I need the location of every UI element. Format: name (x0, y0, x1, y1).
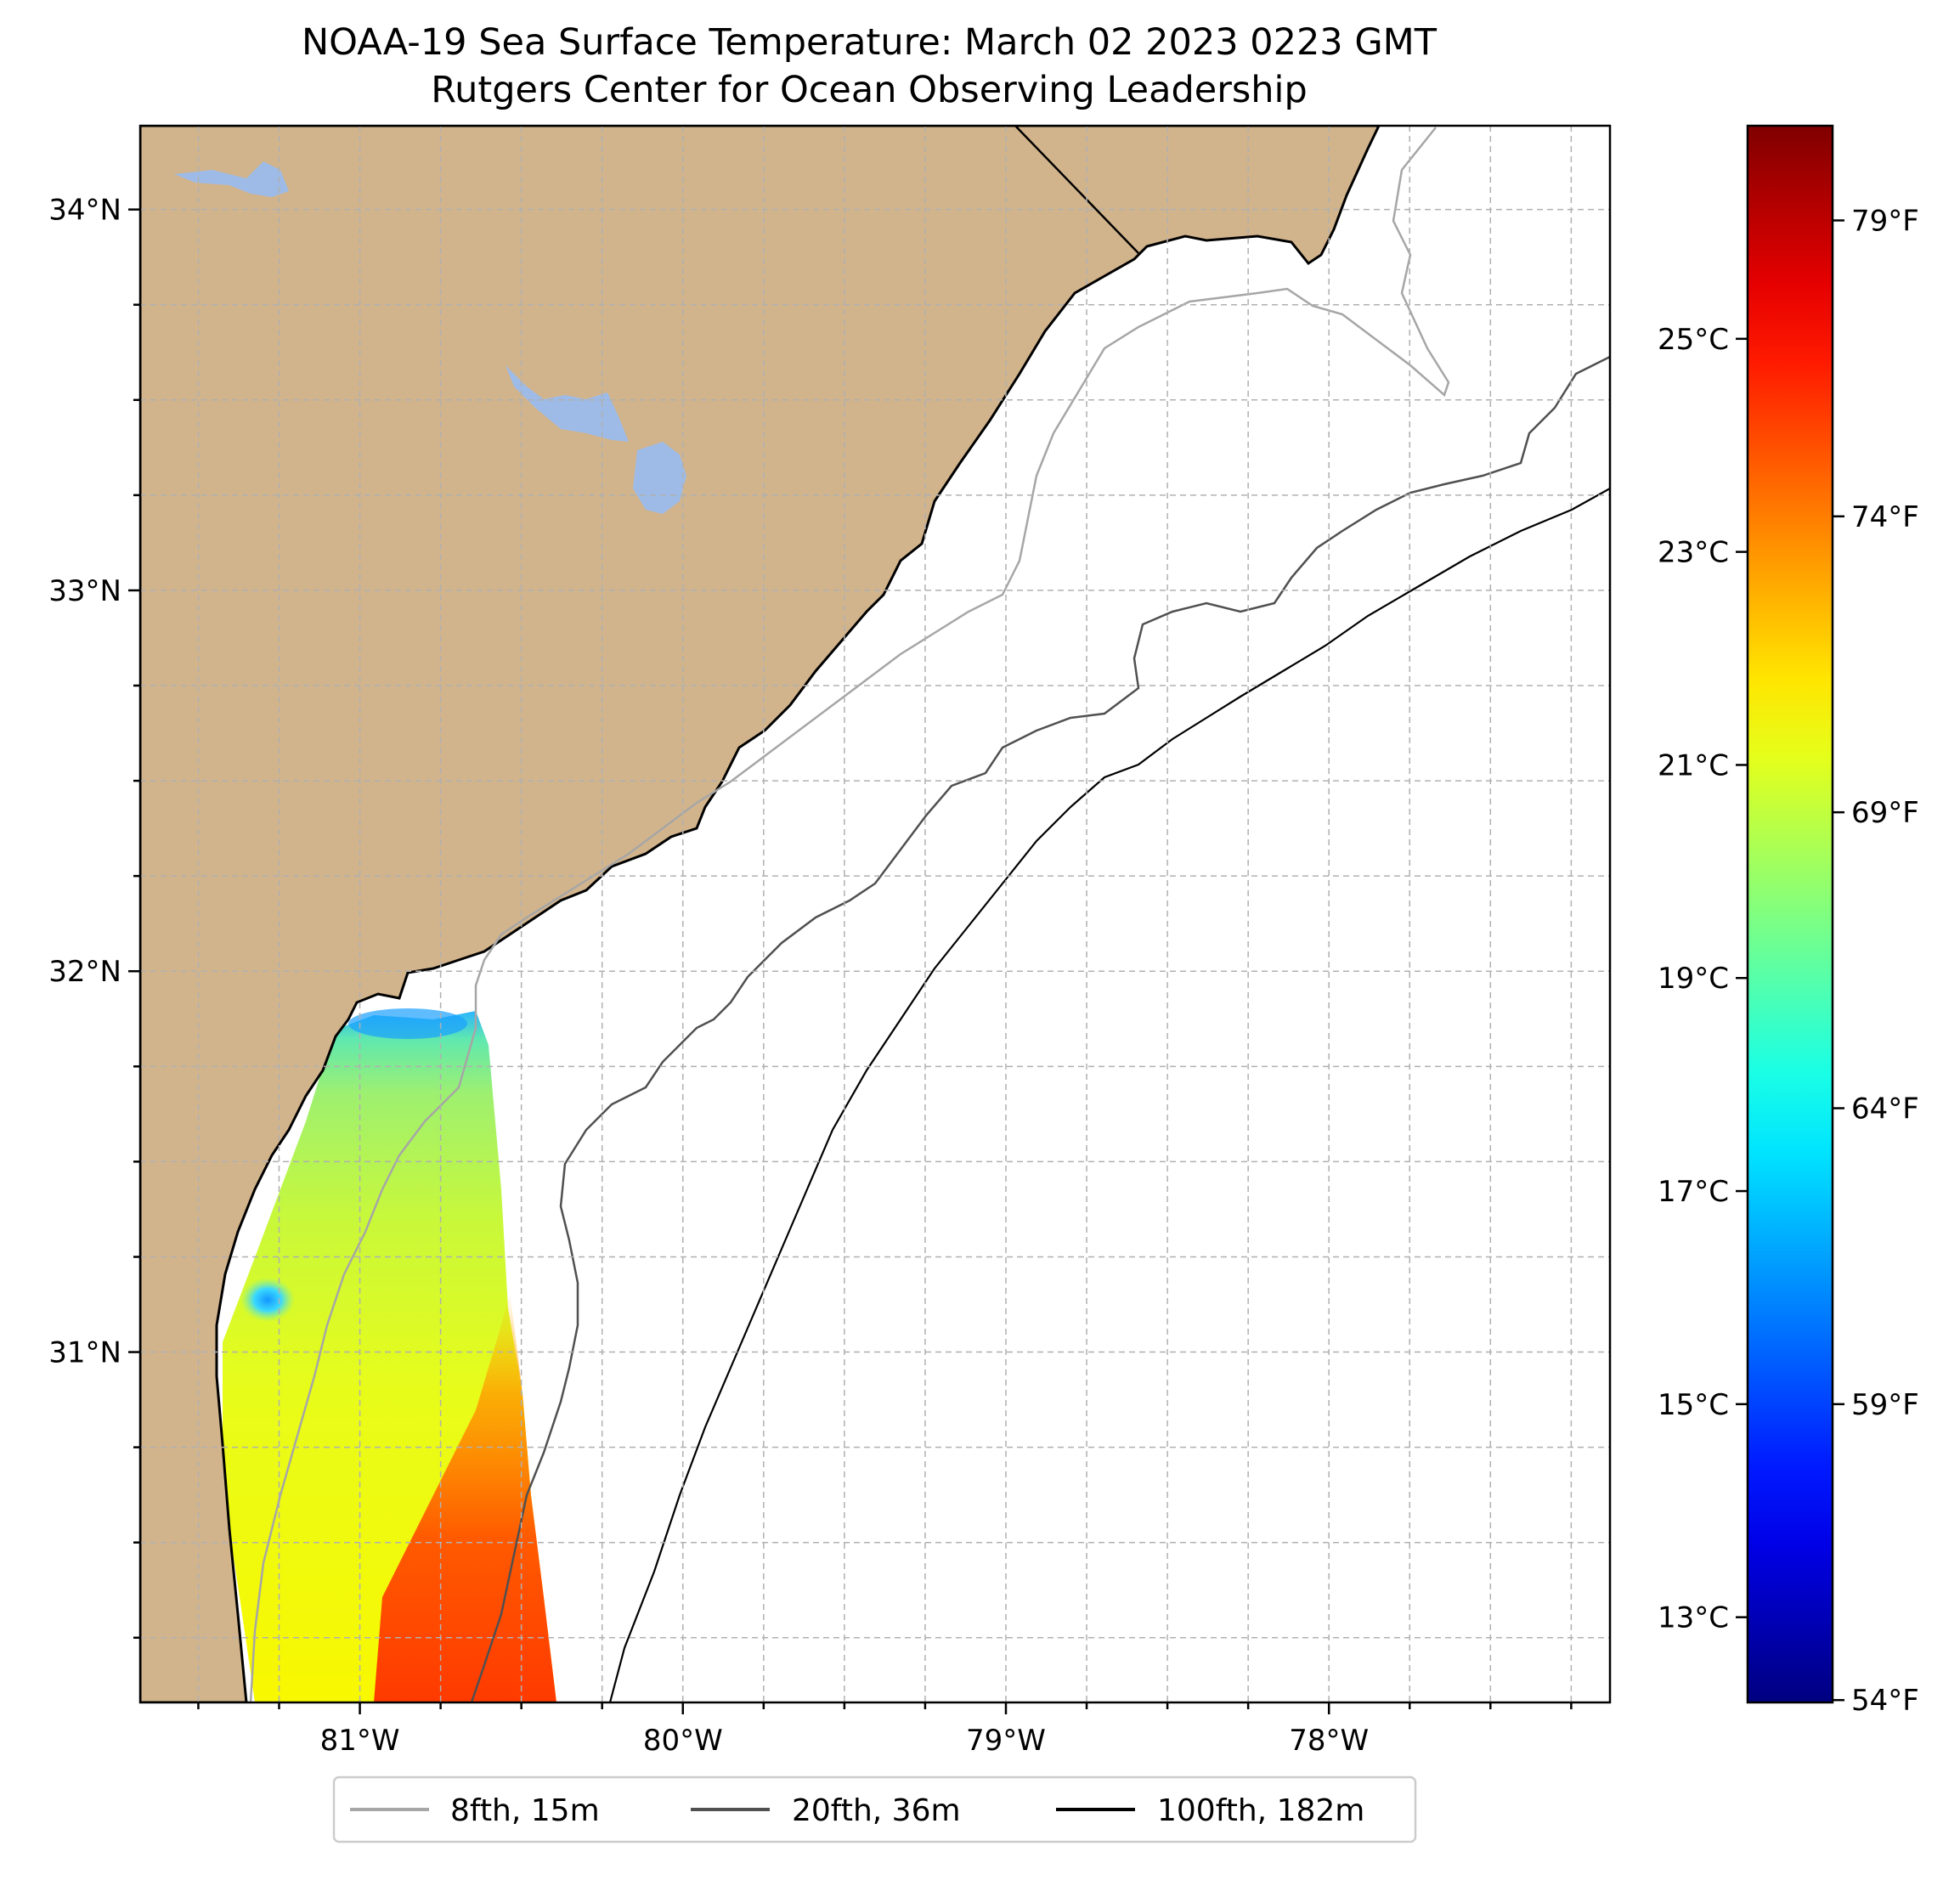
map-panel (140, 126, 1610, 1702)
celsius-tick-label: 17°C (1658, 1175, 1729, 1209)
sst-cool-spot-north (348, 1008, 467, 1039)
lon-tick-label: 80°W (643, 1724, 723, 1758)
lake-moultrie (506, 365, 629, 442)
map-title: NOAA-19 Sea Surface Temperature: March 0… (302, 21, 1438, 64)
lake-wateree (174, 161, 289, 197)
celsius-tick-label: 25°C (1658, 323, 1729, 357)
fahrenheit-tick-label: 59°F (1851, 1388, 1919, 1422)
celsius-tick-label: 23°C (1658, 536, 1729, 570)
lon-axis: 81°W 80°W 79°W 78°W (197, 1702, 1573, 1758)
celsius-tick-label: 13°C (1658, 1601, 1729, 1635)
land-mass (140, 126, 1381, 1702)
celsius-tick-label: 19°C (1658, 962, 1729, 996)
sst-warm-region (374, 1291, 556, 1702)
gridlines (140, 126, 1610, 1702)
lake-marion (633, 442, 686, 514)
map-frame (138, 124, 1612, 1704)
legend-frame (332, 1776, 1417, 1843)
lon-tick-label: 78°W (1289, 1724, 1369, 1758)
legend-label-20fth: 20fth, 36m (792, 1793, 961, 1828)
celsius-tick-label: 21°C (1658, 748, 1729, 782)
isobath-100fth (608, 488, 1610, 1702)
isobath-20fth (470, 355, 1610, 1702)
colorbar-frame (1746, 124, 1834, 1704)
fahrenheit-tick-label: 74°F (1851, 500, 1919, 534)
celsius-tick-label: 15°C (1658, 1388, 1729, 1422)
fahrenheit-tick-label: 69°F (1851, 796, 1919, 830)
lat-tick-label: 33°N (48, 574, 121, 608)
lat-axis: 34°N 33°N 32°N 31°N (48, 194, 140, 1640)
fahrenheit-tick-label: 54°F (1851, 1684, 1919, 1718)
map-subtitle: Rutgers Center for Ocean Observing Leade… (431, 69, 1308, 111)
lat-tick-label: 34°N (48, 194, 121, 228)
lat-tick-label: 31°N (48, 1336, 121, 1370)
legend-label-8fth: 8fth, 15m (450, 1793, 600, 1828)
legend-label-100fth: 100fth, 182m (1157, 1793, 1364, 1828)
lon-tick-label: 79°W (966, 1724, 1046, 1758)
isobath-legend: 8fth, 15m 20fth, 36m 100fth, 182m (332, 1776, 1417, 1843)
fahrenheit-tick-label: 79°F (1851, 204, 1919, 238)
fahrenheit-tick-label: 64°F (1851, 1092, 1919, 1126)
isobath-8fth (249, 127, 1450, 1702)
sst-cool-spot (240, 1278, 295, 1322)
colorbar: 25°C 23°C 21°C 19°C 17°C 15°C 13°C 79°F 74°F 69°F… (1658, 124, 1919, 1718)
lon-tick-label: 81°W (320, 1724, 400, 1758)
lat-tick-label: 32°N (48, 955, 121, 989)
state-border (1014, 126, 1139, 254)
colorbar-gradient (1748, 126, 1833, 1702)
